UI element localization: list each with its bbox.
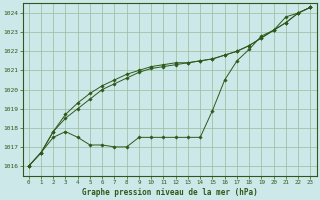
X-axis label: Graphe pression niveau de la mer (hPa): Graphe pression niveau de la mer (hPa)	[82, 188, 258, 197]
